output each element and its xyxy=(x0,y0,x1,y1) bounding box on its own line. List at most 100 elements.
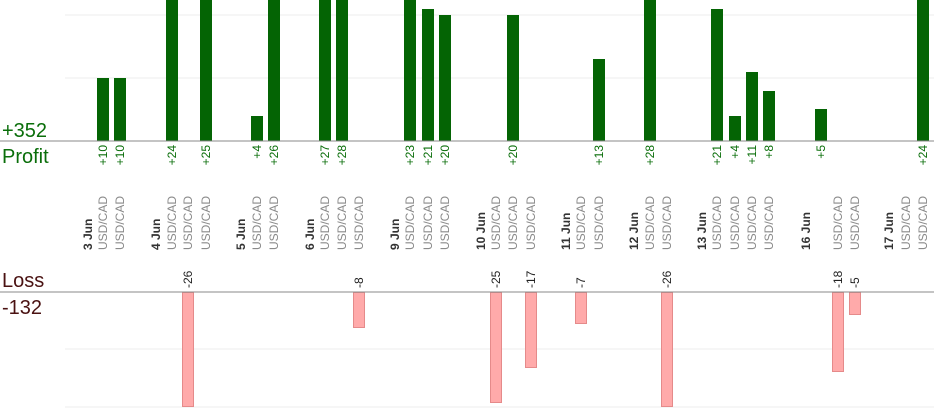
pair-label: USD/CAD xyxy=(181,196,195,250)
date-label: 10 Jun xyxy=(474,212,488,250)
date-label: 6 Jun xyxy=(303,219,317,250)
pair-label: USD/CAD xyxy=(762,196,776,250)
pair-label: USD/CAD xyxy=(643,196,657,250)
profit-bar xyxy=(251,116,263,141)
loss-value-label: -7 xyxy=(574,277,588,288)
loss-value-label: -26 xyxy=(181,270,195,288)
profit-bar xyxy=(746,72,758,141)
profit-value-label: +10 xyxy=(96,145,110,166)
profit-total: +352 xyxy=(2,120,47,142)
pair-label: USD/CAD xyxy=(916,196,930,250)
profit-value-label: +10 xyxy=(113,145,127,166)
pair-label: USD/CAD xyxy=(592,196,606,250)
profit-value-label: +23 xyxy=(403,145,417,166)
pair-label: USD/CAD xyxy=(848,196,862,250)
profit-value-label: +28 xyxy=(643,145,657,166)
profit-bar xyxy=(815,109,827,141)
date-label: 13 Jun xyxy=(695,212,709,250)
profit-label: Profit xyxy=(2,146,49,168)
date-label: 3 Jun xyxy=(81,219,95,250)
pair-label: USD/CAD xyxy=(421,196,435,250)
pair-label: USD/CAD xyxy=(267,196,281,250)
profit-bar xyxy=(763,91,775,141)
pair-label: USD/CAD xyxy=(728,196,742,250)
profit-value-label: +25 xyxy=(199,145,213,166)
profit-value-label: +4 xyxy=(728,145,742,159)
profit-bar xyxy=(336,0,348,141)
loss-bar xyxy=(490,292,502,403)
loss-value-label: -8 xyxy=(352,277,366,288)
profit-bar xyxy=(404,0,416,141)
pair-label: USD/CAD xyxy=(403,196,417,250)
rotated-labels: +10 +10 +24 +25 +4 +26 +27 +28 +23 +21 +20 +20 +13 +2… xyxy=(81,145,930,288)
loss-value-label: -26 xyxy=(660,270,674,288)
loss-bar xyxy=(575,292,587,324)
profit-value-label: +21 xyxy=(421,145,435,166)
date-label: 9 Jun xyxy=(388,219,402,250)
loss-bar xyxy=(182,292,194,407)
pair-label: USD/CAD xyxy=(660,196,674,250)
loss-value-label: -18 xyxy=(831,270,845,288)
profit-bars xyxy=(97,0,929,141)
profit-bar xyxy=(166,0,178,141)
date-label: 16 Jun xyxy=(799,212,813,250)
profit-bar xyxy=(319,0,331,141)
loss-bar xyxy=(525,292,537,368)
date-label: 5 Jun xyxy=(234,219,248,250)
loss-bar xyxy=(832,292,844,372)
profit-value-label: +8 xyxy=(762,145,776,159)
profit-value-label: +11 xyxy=(745,145,759,165)
profit-value-label: +20 xyxy=(506,145,520,166)
loss-bar xyxy=(661,292,673,407)
profit-bar xyxy=(97,78,109,141)
profit-bar xyxy=(644,0,656,141)
pair-label: USD/CAD xyxy=(335,196,349,250)
loss-total: -132 xyxy=(2,297,42,319)
profit-value-label: +27 xyxy=(318,145,332,166)
loss-label: Loss xyxy=(2,270,44,292)
profit-value-label: +24 xyxy=(165,145,179,166)
pair-label: USD/CAD xyxy=(250,196,264,250)
profit-bar xyxy=(422,9,434,141)
pair-label: USD/CAD xyxy=(438,196,452,250)
profit-value-label: +24 xyxy=(916,145,930,166)
pair-label: USD/CAD xyxy=(710,196,724,250)
pair-label: USD/CAD xyxy=(506,196,520,250)
date-label: 4 Jun xyxy=(149,219,163,250)
loss-bar xyxy=(849,292,861,315)
pair-label: USD/CAD xyxy=(745,196,759,250)
pair-label: USD/CAD xyxy=(899,196,913,250)
profit-value-label: +5 xyxy=(814,145,828,159)
profit-bar xyxy=(200,0,212,141)
date-label: 12 Jun xyxy=(627,212,641,250)
profit-value-label: +13 xyxy=(592,145,606,166)
profit-value-label: +4 xyxy=(250,145,264,159)
loss-value-label: -25 xyxy=(489,270,503,288)
pair-label: USD/CAD xyxy=(113,196,127,250)
profit-bar xyxy=(268,0,280,141)
profit-bar xyxy=(114,78,126,141)
loss-bar xyxy=(353,292,365,328)
profit-bar xyxy=(439,15,451,141)
pair-label: USD/CAD xyxy=(352,196,366,250)
profit-bar xyxy=(711,9,723,141)
date-label: 11 Jun xyxy=(559,213,573,250)
pair-label: USD/CAD xyxy=(574,196,588,250)
profit-value-label: +21 xyxy=(710,145,724,166)
profit-value-label: +26 xyxy=(267,145,281,166)
pair-label: USD/CAD xyxy=(165,196,179,250)
loss-value-label: -17 xyxy=(524,270,538,288)
profit-bar xyxy=(593,59,605,141)
pair-label: USD/CAD xyxy=(524,196,538,250)
pair-label: USD/CAD xyxy=(199,196,213,250)
pair-label: USD/CAD xyxy=(489,196,503,250)
profit-value-label: +28 xyxy=(335,145,349,166)
profit-value-label: +20 xyxy=(438,145,452,166)
profit-bar xyxy=(729,116,741,141)
pair-label: USD/CAD xyxy=(831,196,845,250)
profit-bar xyxy=(917,0,929,141)
loss-value-label: -5 xyxy=(848,277,862,288)
profit-bar xyxy=(507,15,519,141)
date-label: 17 Jun xyxy=(882,212,896,250)
